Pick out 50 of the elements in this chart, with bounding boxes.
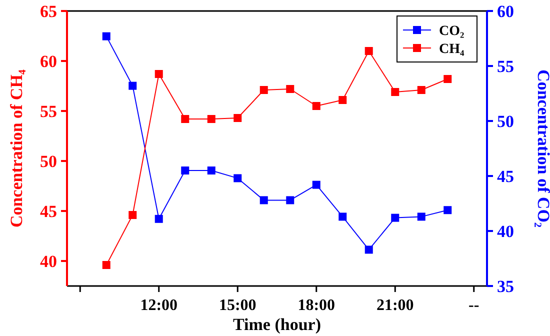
point bbox=[128, 82, 137, 90]
x-axis-title: Time (hour) bbox=[233, 315, 321, 334]
y-tick-label: 45 bbox=[40, 202, 57, 221]
point bbox=[260, 86, 268, 94]
x-tick-label: 21:00 bbox=[376, 297, 414, 314]
y2-tick-label: 55 bbox=[497, 57, 514, 76]
point bbox=[207, 166, 216, 174]
point bbox=[181, 166, 190, 174]
y-tick-label: 60 bbox=[40, 52, 57, 71]
point bbox=[154, 214, 163, 223]
y-tick-label: 65 bbox=[40, 2, 57, 21]
point bbox=[102, 32, 110, 40]
point bbox=[234, 114, 242, 122]
y2-tick-label: 35 bbox=[497, 277, 514, 296]
point bbox=[234, 174, 242, 182]
point bbox=[417, 212, 426, 221]
point bbox=[312, 180, 320, 189]
x-tick-label: 15:00 bbox=[218, 297, 256, 314]
point bbox=[128, 211, 137, 219]
point bbox=[391, 214, 400, 222]
y2-tick-label: 45 bbox=[497, 167, 514, 186]
point bbox=[286, 196, 294, 204]
point bbox=[364, 47, 373, 55]
x-tick-label: -- bbox=[468, 297, 480, 314]
legend-label: CH₄ bbox=[439, 42, 465, 57]
point bbox=[207, 115, 216, 123]
x-tick-label: 12:00 bbox=[140, 297, 178, 314]
y2-tick-label: 60 bbox=[497, 2, 514, 21]
point bbox=[391, 88, 400, 96]
y2-axis-title: Concentration of CO₂ bbox=[534, 69, 550, 228]
point bbox=[181, 115, 190, 123]
point bbox=[102, 261, 110, 269]
legend-label: CO₂ bbox=[439, 24, 464, 39]
x-tick-label: 18:00 bbox=[298, 297, 336, 314]
y-tick-label: 50 bbox=[40, 152, 57, 171]
point bbox=[417, 86, 426, 94]
y-tick-label: 55 bbox=[40, 102, 57, 121]
point bbox=[338, 212, 347, 221]
point bbox=[260, 196, 268, 204]
point bbox=[338, 96, 347, 104]
point bbox=[312, 102, 320, 110]
point bbox=[444, 206, 452, 214]
point bbox=[444, 75, 452, 83]
y-axis-title: Concentration of CH₄ bbox=[7, 69, 26, 228]
y2-tick-label: 50 bbox=[497, 112, 514, 131]
point bbox=[286, 85, 294, 93]
y2-tick-label: 40 bbox=[497, 222, 514, 241]
point bbox=[154, 70, 163, 78]
point bbox=[364, 246, 373, 254]
y-tick-label: 40 bbox=[40, 252, 57, 271]
